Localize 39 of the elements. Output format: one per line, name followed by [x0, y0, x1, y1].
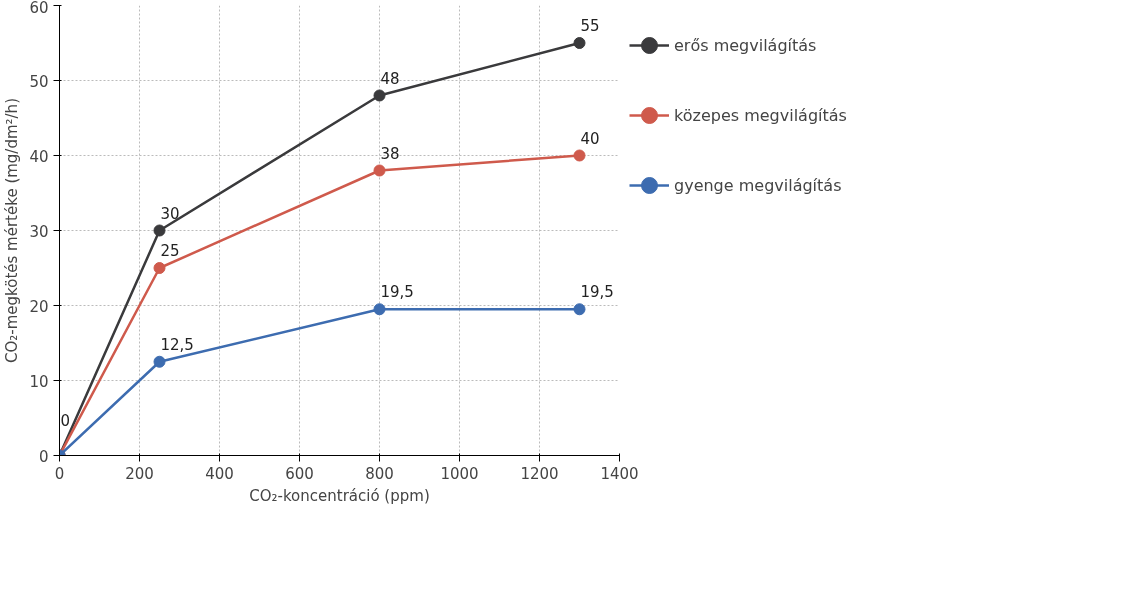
data-label: 25 — [160, 242, 180, 260]
data-label: 19,5 — [380, 283, 414, 302]
legend-label: közepes megvilágítás — [674, 104, 847, 127]
y-tick-label: 20 — [29, 297, 49, 316]
data-label: 55 — [580, 17, 600, 35]
x-tick-label: 600 — [285, 464, 314, 483]
point — [573, 303, 586, 316]
y-tick-label: 40 — [29, 147, 49, 166]
x-tick-label: 0 — [54, 464, 65, 483]
data-label: 30 — [160, 204, 180, 223]
point — [153, 355, 166, 368]
x-tick-label: 1400 — [600, 464, 639, 483]
x-tick-label: 200 — [125, 464, 154, 483]
data-label: 38 — [380, 144, 400, 163]
y-tick-label: 30 — [29, 222, 49, 241]
legend-label: gyenge megvilágítás — [674, 174, 842, 197]
legend-label: erős megvilágítás — [674, 34, 817, 57]
y-tick-label: 50 — [29, 72, 49, 91]
x-tick-label: 1200 — [520, 464, 559, 483]
point — [373, 303, 386, 316]
data-label: 48 — [380, 69, 400, 88]
y-tick-label: 10 — [29, 372, 49, 391]
point — [573, 37, 586, 49]
data-label: 19,5 — [580, 283, 614, 302]
point — [153, 224, 166, 237]
data-label: 12,5 — [160, 335, 194, 354]
x-tick-label: 1000 — [440, 464, 479, 483]
x-axis-title: CO₂-koncentráció (ppm) — [249, 486, 430, 505]
y-tick-label: 0 — [38, 447, 49, 466]
y-axis-title: CO₂-megkötés mértéke (mg/dm²/h) — [3, 98, 22, 363]
data-label: 0 — [60, 411, 71, 430]
y-tick-label: 60 — [29, 0, 49, 17]
point — [373, 164, 386, 177]
x-tick-label: 400 — [205, 464, 234, 483]
data-label: 40 — [580, 129, 600, 148]
point — [153, 262, 166, 274]
x-tick-label: 800 — [365, 464, 394, 483]
point — [373, 89, 386, 102]
point — [573, 149, 586, 162]
